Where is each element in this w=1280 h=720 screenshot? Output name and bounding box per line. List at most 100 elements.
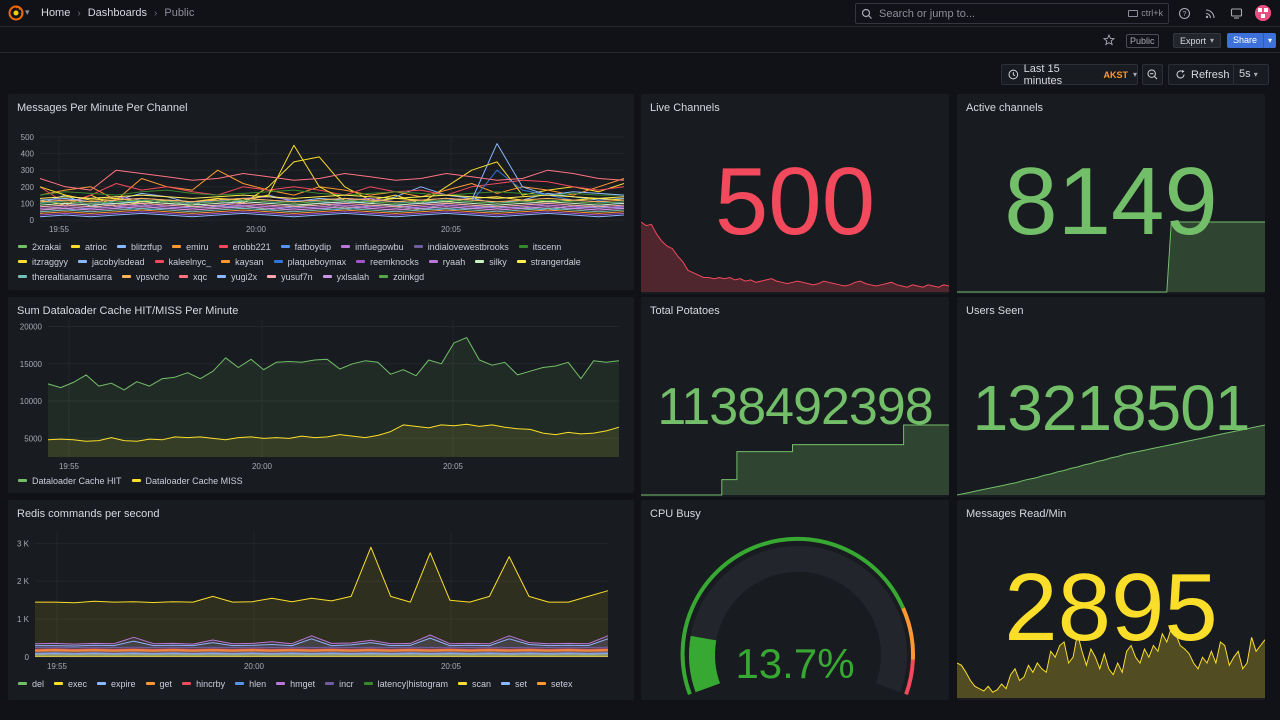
- legend-swatch: [18, 682, 27, 685]
- series-line-vpsvcho[interactable]: [39, 197, 625, 203]
- panel-dataloader-cache[interactable]: Sum Dataloader Cache HIT/MISS Per Minute…: [8, 297, 634, 493]
- series-line-emiru[interactable]: [39, 169, 625, 201]
- legend-item[interactable]: yxlsalah: [322, 271, 369, 282]
- legend-item[interactable]: strangerdale: [516, 256, 581, 267]
- legend-item[interactable]: blitztfup: [117, 241, 162, 252]
- series-line-strangerdale[interactable]: [39, 194, 625, 199]
- time-range-picker[interactable]: Last 15 minutes AKST ▾: [1001, 63, 1138, 87]
- legend-swatch: [218, 245, 228, 248]
- legend-item[interactable]: vpsvcho: [122, 271, 169, 282]
- series-line-zoinkgd[interactable]: [39, 199, 625, 204]
- legend-item[interactable]: indialovewestbrooks: [413, 241, 509, 252]
- legend-item[interactable]: fatboydip: [280, 241, 331, 252]
- series-line-yugi2x[interactable]: [39, 212, 625, 218]
- share-dropdown-chevron-icon[interactable]: ▾: [1263, 33, 1277, 48]
- kiosk-monitor-icon[interactable]: [1230, 7, 1243, 20]
- legend-item[interactable]: therealtianamusarra: [18, 271, 112, 282]
- legend-item[interactable]: ryaah: [428, 256, 465, 267]
- series-line-Dataloader Cache MISS[interactable]: [47, 423, 620, 442]
- legend-item[interactable]: imfuegowbu: [341, 241, 404, 252]
- legend-item[interactable]: kaleelnyc_: [154, 256, 211, 267]
- legend-label: hincrby: [196, 678, 226, 689]
- panel-active-channels[interactable]: Active channels 8149: [957, 94, 1265, 294]
- search-input[interactable]: Search or jump to... ctrl+k: [855, 3, 1169, 24]
- series-line-ryaah[interactable]: [39, 204, 625, 209]
- panel-messages-read[interactable]: Messages Read/Min 2895: [957, 500, 1265, 700]
- users-seen-value: 13218501: [972, 372, 1251, 444]
- series-line-kaysan[interactable]: [39, 209, 625, 214]
- series-line-Dataloader Cache HIT[interactable]: [47, 337, 620, 391]
- series-line-atrioc[interactable]: [39, 156, 625, 208]
- panel-live-channels[interactable]: Live Channels 500: [641, 94, 949, 294]
- panel-title: Redis commands per second: [17, 508, 160, 520]
- legend-item[interactable]: hlen: [235, 678, 266, 689]
- legend-item[interactable]: setex: [537, 678, 573, 689]
- series-line-erobb221[interactable]: [39, 179, 625, 204]
- legend-item[interactable]: zoinkgd: [379, 271, 424, 282]
- legend-item[interactable]: scan: [458, 678, 491, 689]
- panel-messages-per-minute[interactable]: Messages Per Minute Per Channel 500 400 30…: [8, 94, 634, 290]
- legend-item[interactable]: get: [145, 678, 172, 689]
- series-line-expire[interactable]: [35, 637, 609, 647]
- legend-item[interactable]: yugi2x: [217, 271, 257, 282]
- panel-cpu-busy[interactable]: CPU Busy 13.7%: [641, 500, 949, 700]
- legend-item[interactable]: expire: [97, 678, 136, 689]
- export-button[interactable]: Export ▾: [1173, 33, 1222, 48]
- rss-news-icon[interactable]: [1204, 7, 1217, 20]
- legend-item[interactable]: hmget: [276, 678, 315, 689]
- x-tick-label: 20:00: [244, 662, 265, 671]
- legend-item[interactable]: del: [18, 678, 44, 689]
- legend-label: reemknocks: [370, 256, 419, 267]
- legend-item[interactable]: silky: [475, 256, 507, 267]
- help-icon[interactable]: ?: [1178, 7, 1191, 20]
- legend-item[interactable]: exec: [54, 678, 87, 689]
- share-button[interactable]: Share: [1227, 33, 1264, 48]
- legend-swatch: [273, 260, 283, 263]
- series-line-exec[interactable]: [35, 546, 609, 604]
- legend-item[interactable]: Dataloader Cache MISS: [131, 475, 243, 486]
- legend-item[interactable]: Dataloader Cache HIT: [18, 475, 122, 486]
- panel-users-seen[interactable]: Users Seen 13218501: [957, 297, 1265, 497]
- sparkline-line: [641, 424, 949, 496]
- legend-item[interactable]: yusuf7n: [267, 271, 313, 282]
- breadcrumb-dashboards[interactable]: Dashboards: [87, 7, 148, 19]
- legend-item[interactable]: hincrby: [182, 678, 225, 689]
- series-line-yusuf7n[interactable]: [39, 202, 625, 208]
- legend-item[interactable]: latency|histogram: [363, 678, 448, 689]
- legend-item[interactable]: atrioc: [71, 241, 107, 252]
- active-channels-sparkline: [957, 221, 1265, 293]
- legend-item[interactable]: reemknocks: [356, 256, 419, 267]
- legend-item[interactable]: itzraggyy: [18, 256, 68, 267]
- grafana-logo-icon[interactable]: [8, 5, 24, 21]
- refresh-interval-select[interactable]: 5s ▾: [1239, 68, 1258, 80]
- series-line-reemknocks[interactable]: [39, 211, 625, 216]
- series-line-silky[interactable]: [39, 201, 625, 206]
- clock-icon: [1008, 69, 1019, 80]
- legend-item[interactable]: itscenn: [518, 241, 561, 252]
- series-line-therealtianamusarra[interactable]: [39, 207, 625, 213]
- mega-menu-chevron-icon[interactable]: ▾: [25, 7, 30, 17]
- panel-total-potatoes[interactable]: Total Potatoes 1138492398: [641, 297, 949, 497]
- legend-item[interactable]: xqc: [179, 271, 207, 282]
- legend-item[interactable]: 2xrakai: [18, 241, 61, 252]
- legend-item[interactable]: emiru: [172, 241, 209, 252]
- legend-item[interactable]: erobb221: [218, 241, 271, 252]
- legend-swatch: [71, 245, 81, 248]
- breadcrumb-home[interactable]: Home: [41, 7, 71, 19]
- legend-swatch: [54, 682, 64, 685]
- legend-item[interactable]: kaysan: [221, 256, 264, 267]
- legend-item[interactable]: jacobylsdead: [78, 256, 145, 267]
- panel-redis-commands[interactable]: Redis commands per second 3 K 2 K 1 K 0 19:5…: [8, 500, 634, 700]
- series-line-itscenn[interactable]: [39, 189, 624, 196]
- user-avatar[interactable]: [1255, 5, 1271, 21]
- legend-item[interactable]: plaqueboymax: [273, 256, 346, 267]
- series-line-xqc[interactable]: [39, 169, 625, 191]
- refresh-picker[interactable]: Refresh 5s ▾: [1168, 64, 1269, 85]
- star-icon[interactable]: [1103, 34, 1115, 46]
- zoom-out-button[interactable]: [1142, 64, 1163, 85]
- legend-item[interactable]: incr: [325, 678, 354, 689]
- series-line-hmget[interactable]: [34, 634, 609, 645]
- legend-item[interactable]: set: [501, 678, 527, 689]
- series-line-yxlsalah[interactable]: [39, 206, 625, 211]
- legend-swatch: [131, 479, 141, 482]
